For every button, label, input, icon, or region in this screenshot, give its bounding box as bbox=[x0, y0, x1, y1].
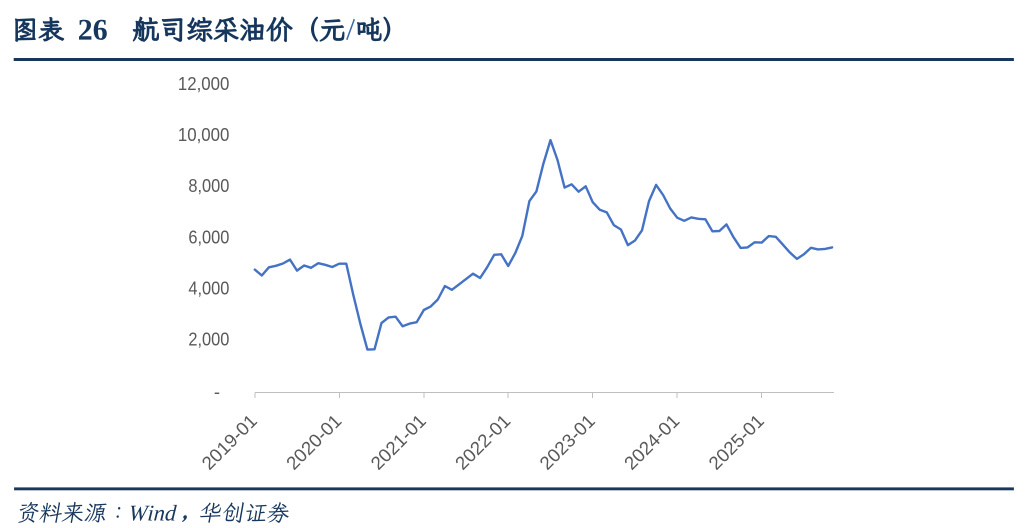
svg-text:2,000: 2,000 bbox=[188, 329, 229, 350]
svg-text:6,000: 6,000 bbox=[188, 226, 229, 247]
svg-text:10,000: 10,000 bbox=[178, 124, 230, 145]
svg-text:8,000: 8,000 bbox=[188, 175, 229, 196]
svg-text:-: - bbox=[214, 381, 220, 402]
svg-text:4,000: 4,000 bbox=[188, 277, 229, 298]
svg-text:12,000: 12,000 bbox=[178, 73, 230, 94]
